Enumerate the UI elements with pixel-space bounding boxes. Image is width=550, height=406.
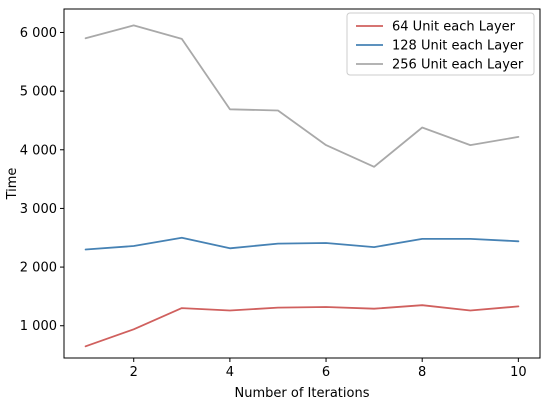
y-tick-label: 3 000 [20,202,57,217]
y-tick-label: 2 000 [20,261,57,276]
series-line-1 [84,304,520,348]
y-tick-label: 6 000 [20,26,57,41]
legend: 64 Unit each Layer 128 Unit each Layer 256… [346,12,535,76]
plot-frame [63,8,541,359]
series-line-2 [84,236,520,251]
legend-box [346,12,535,76]
x-axis-label: Number of Iterations [235,386,370,401]
y-tick-label: 1 000 [20,319,57,334]
x-tick-label: 6 [322,365,330,380]
y-axis: 1 000 2 000 3 000 4 000 5 000 6 000 [20,26,64,334]
series-line-3 [84,24,520,168]
y-axis-label: Time [5,168,20,201]
legend-label-1: 64 Unit each Layer [392,20,516,35]
y-tick-label: 5 000 [20,85,57,100]
plot-area [84,24,520,348]
x-tick-label: 2 [130,365,138,380]
legend-label-3: 256 Unit each Layer [392,58,524,73]
x-axis: 2 4 6 8 10 [130,358,527,380]
y-tick-label: 4 000 [20,143,57,158]
x-tick-label: 4 [226,365,234,380]
legend-label-2: 128 Unit each Layer [392,39,524,54]
x-tick-label: 10 [510,365,527,380]
x-tick-label: 8 [418,365,426,380]
